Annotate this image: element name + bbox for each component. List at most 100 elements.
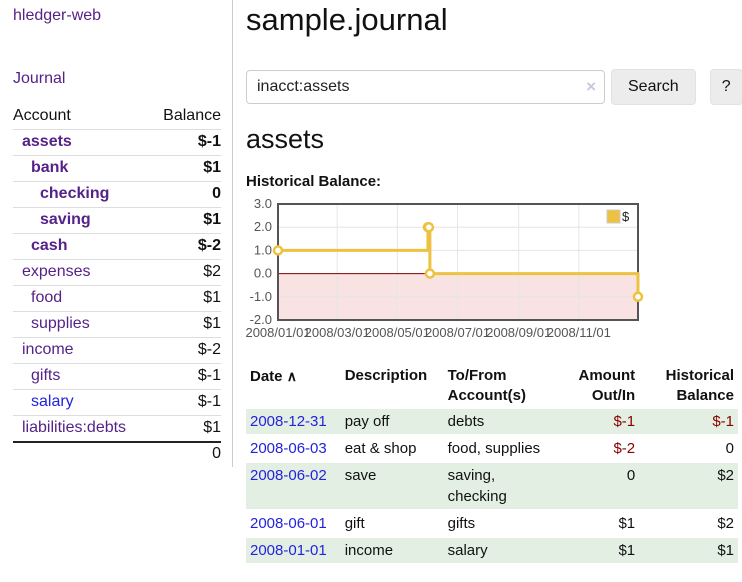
transaction-description: pay off xyxy=(341,409,444,434)
transaction-date-link[interactable]: 2008-06-01 xyxy=(250,515,327,532)
account-balance: $-1 xyxy=(151,130,221,156)
transaction-balance: $2 xyxy=(639,463,738,509)
transaction-description: income xyxy=(341,538,444,563)
transaction-balance: $-1 xyxy=(639,409,738,434)
account-balance: $-2 xyxy=(151,234,221,260)
account-row: cash $-2 xyxy=(13,234,221,260)
account-balance: $-2 xyxy=(151,338,221,364)
transaction-date-link[interactable]: 2008-06-03 xyxy=(250,440,327,457)
account-row: income $-2 xyxy=(13,338,221,364)
account-balance: $2 xyxy=(151,260,221,286)
main-content: sample.journal × Search ? assets Histori… xyxy=(233,0,742,565)
svg-text:0.0: 0.0 xyxy=(254,266,272,281)
account-balance: 0 xyxy=(151,182,221,208)
account-link[interactable]: bank xyxy=(13,159,68,177)
register-header-date[interactable]: Date ∧ xyxy=(246,365,341,407)
account-row: expenses $2 xyxy=(13,260,221,286)
accounts-table: Account Balance assets $-1 bank $1 check… xyxy=(13,104,221,467)
svg-text:2008/01/01: 2008/01/01 xyxy=(245,325,310,340)
account-row: bank $1 xyxy=(13,156,221,182)
transaction-accounts: gifts xyxy=(444,511,551,536)
svg-text:$: $ xyxy=(622,209,630,224)
sort-ascending-icon: ∧ xyxy=(287,368,297,384)
transaction-description: save xyxy=(341,463,444,509)
journal-link[interactable]: Journal xyxy=(13,70,65,87)
sidebar: hledger-web Journal Account Balance asse… xyxy=(0,0,233,467)
transaction-date-link[interactable]: 2008-01-01 xyxy=(250,542,327,559)
account-row: salary $-1 xyxy=(13,390,221,416)
account-row: liabilities:debts $1 xyxy=(13,416,221,443)
clear-search-icon[interactable]: × xyxy=(586,77,596,97)
transaction-amount: $1 xyxy=(551,538,640,563)
transaction-accounts: salary xyxy=(444,538,551,563)
sidebar-nav: Journal xyxy=(13,70,221,88)
help-button[interactable]: ? xyxy=(710,69,742,105)
account-balance: $-1 xyxy=(151,390,221,416)
register-header-row: Date ∧ Description To/From Account(s) Am… xyxy=(246,365,738,407)
account-balance: $1 xyxy=(151,312,221,338)
register-row: 2008-12-31 pay off debts $-1 $-1 xyxy=(246,409,738,434)
search-input[interactable] xyxy=(246,70,605,104)
account-link[interactable]: saving xyxy=(13,211,91,229)
page-title: sample.journal xyxy=(246,2,742,38)
account-heading: assets xyxy=(246,124,742,155)
register-row: 2008-06-02 save saving, checking 0 $2 xyxy=(246,463,738,509)
transaction-accounts: saving, checking xyxy=(444,463,551,509)
register-header-accounts: To/From Account(s) xyxy=(444,365,551,407)
account-row: food $1 xyxy=(13,286,221,312)
account-link[interactable]: cash xyxy=(13,237,67,255)
register-header-amount: Amount Out/In xyxy=(551,365,640,407)
search-box: × xyxy=(246,70,605,104)
account-link[interactable]: liabilities:debts xyxy=(13,419,126,437)
account-link[interactable]: food xyxy=(13,289,62,307)
register-header-balance: Historical Balance xyxy=(639,365,738,407)
svg-text:2008/07/01: 2008/07/01 xyxy=(425,325,490,340)
account-row: supplies $1 xyxy=(13,312,221,338)
account-link[interactable]: gifts xyxy=(13,367,60,385)
account-balance: $1 xyxy=(151,208,221,234)
account-balance: $-1 xyxy=(151,364,221,390)
account-balance: $1 xyxy=(151,286,221,312)
app-title: hledger-web xyxy=(13,7,221,25)
account-link[interactable]: expenses xyxy=(13,263,91,281)
accounts-header-balance: Balance xyxy=(151,104,221,130)
transaction-amount: $1 xyxy=(551,511,640,536)
account-link[interactable]: checking xyxy=(13,185,109,203)
balance-chart-svg: $3.02.01.00.0-1.0-2.02008/01/012008/03/0… xyxy=(246,200,706,342)
register-header-description: Description xyxy=(341,365,444,407)
transaction-amount: $-1 xyxy=(551,409,640,434)
account-row: checking 0 xyxy=(13,182,221,208)
svg-text:3.0: 3.0 xyxy=(254,196,272,211)
search-button[interactable]: Search xyxy=(611,69,696,105)
register-table-body: 2008-12-31 pay off debts $-1 $-1 2008-06… xyxy=(246,409,738,563)
transaction-description: gift xyxy=(341,511,444,536)
accounts-table-body: assets $-1 bank $1 checking 0 saving $1 … xyxy=(13,130,221,443)
transaction-accounts: debts xyxy=(444,409,551,434)
transaction-date-link[interactable]: 2008-06-02 xyxy=(250,467,327,484)
accounts-total-row: 0 xyxy=(13,442,221,467)
transaction-date-link[interactable]: 2008-12-31 xyxy=(250,413,327,430)
accounts-header-account: Account xyxy=(13,104,151,130)
chart-heading: Historical Balance: xyxy=(246,173,742,190)
transaction-accounts: food, supplies xyxy=(444,436,551,461)
transaction-amount: $-2 xyxy=(551,436,640,461)
register-row: 2008-06-03 eat & shop food, supplies $-2… xyxy=(246,436,738,461)
svg-text:-1.0: -1.0 xyxy=(250,289,272,304)
account-link[interactable]: income xyxy=(13,341,74,359)
svg-text:2008/11/01: 2008/11/01 xyxy=(547,325,611,340)
account-balance: $1 xyxy=(151,416,221,443)
register-row: 2008-01-01 income salary $1 $1 xyxy=(246,538,738,563)
transaction-balance: $2 xyxy=(639,511,738,536)
account-link[interactable]: supplies xyxy=(13,315,90,333)
account-row: saving $1 xyxy=(13,208,221,234)
account-balance: $1 xyxy=(151,156,221,182)
account-row: gifts $-1 xyxy=(13,364,221,390)
app-title-link[interactable]: hledger-web xyxy=(13,7,101,24)
account-link[interactable]: salary xyxy=(13,393,74,411)
search-row: × Search ? xyxy=(246,69,742,105)
account-row: assets $-1 xyxy=(13,130,221,156)
transaction-balance: $1 xyxy=(639,538,738,563)
accounts-total-value: 0 xyxy=(151,442,221,467)
account-link[interactable]: assets xyxy=(13,133,72,151)
balance-chart: $3.02.01.00.0-1.0-2.02008/01/012008/03/0… xyxy=(246,200,742,342)
